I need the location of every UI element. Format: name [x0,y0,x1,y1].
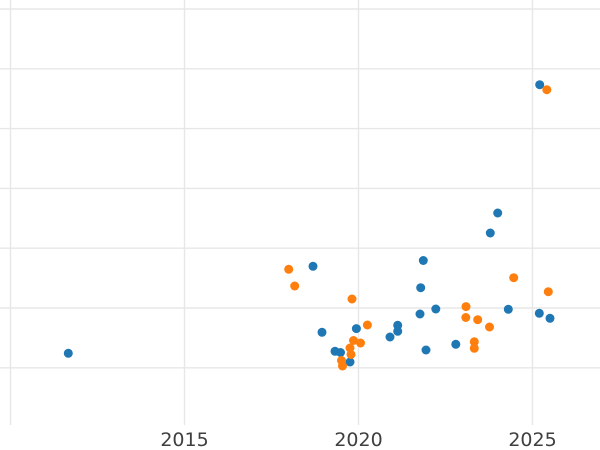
series-orange-point [469,337,479,347]
series-blue-point [503,304,513,314]
series-orange-point [469,343,479,353]
series-orange-point [543,287,553,297]
series-blue-point [485,228,495,238]
series-blue-point [421,345,431,355]
series-blue-point [415,309,425,319]
series-orange-point [347,294,357,304]
series-orange-point [356,338,365,348]
series-orange-point [461,302,471,312]
data-points-layer [63,80,555,371]
x-tick-label-2025: 2025 [508,429,556,450]
series-orange-point [362,320,372,330]
series-blue-point [418,256,428,265]
series-orange-point [542,85,552,95]
series-blue-point [534,308,544,318]
series-blue-point [545,313,555,323]
grid-layer [0,0,600,425]
series-blue-point [535,80,545,90]
series-blue-point [385,332,395,342]
series-orange-point [509,273,519,283]
series-blue-point [345,357,355,367]
series-orange-point [473,315,483,325]
series-blue-point [431,304,441,314]
series-orange-point [349,336,358,345]
series-orange-point [338,361,347,371]
series-blue-point [308,261,318,271]
series-orange-point [485,322,494,332]
series-blue-point [393,326,403,336]
series-blue-point [493,208,503,218]
series-blue-point [351,324,361,334]
x-tick-label-2020: 2020 [334,429,382,450]
series-orange-point [290,281,300,291]
series-blue-point [317,327,327,337]
series-orange-point [284,264,294,274]
x-tick-label-2015: 2015 [160,429,208,450]
series-blue-point [451,339,461,349]
series-orange-point [461,313,471,322]
series-orange-point [346,350,356,359]
series-blue-point [63,348,73,358]
series-blue-point [336,348,345,357]
x-axis-tick-labels: 2015 2020 2025 [160,429,556,450]
series-blue-point [416,283,426,293]
